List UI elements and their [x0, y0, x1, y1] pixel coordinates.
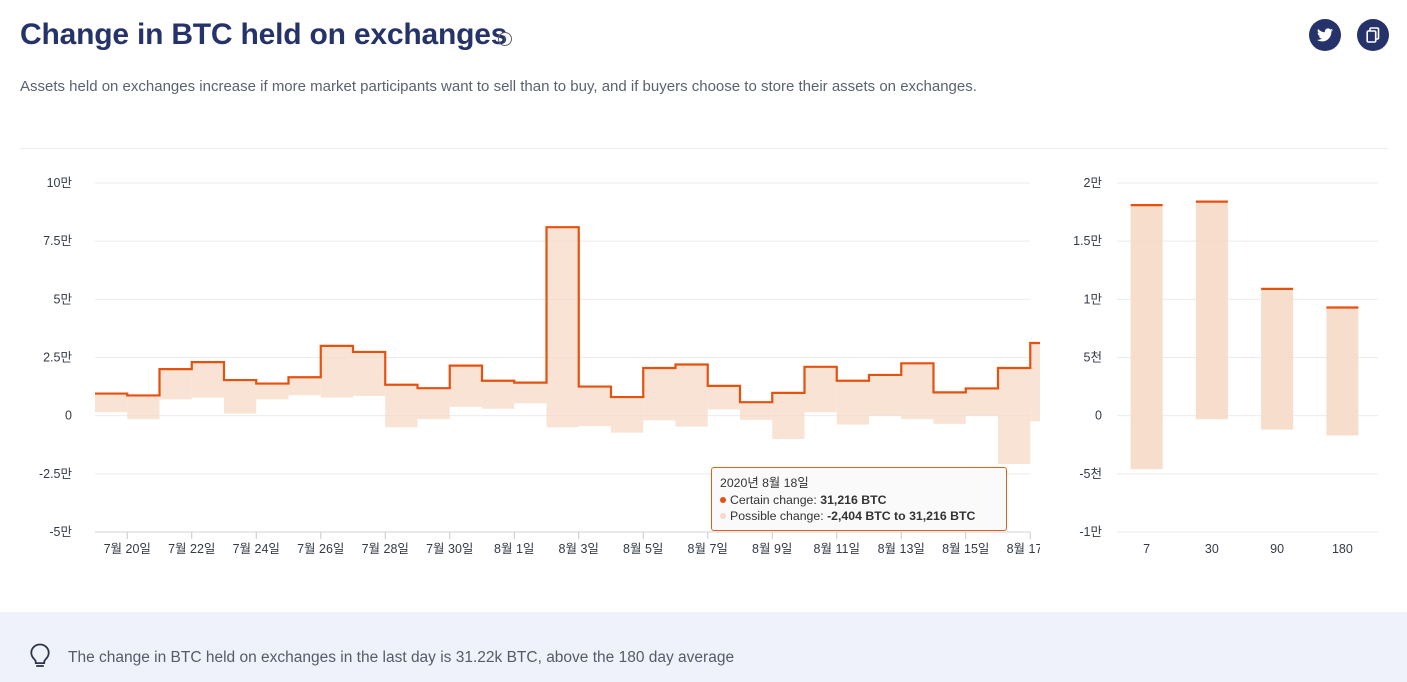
possible-range-band [643, 367, 676, 421]
possible-range-band [159, 369, 192, 400]
possible-range-band [675, 364, 708, 427]
period-average-chart: 2만 1.5만 1만 5천 0 -5천 -1만 7 30 90 180 [1073, 176, 1378, 556]
possible-range-band [901, 363, 934, 420]
x-tick-label: 8월 9일 [752, 542, 792, 556]
possible-range-band [1030, 343, 1040, 422]
x-tick-label: 7월 20일 [104, 542, 151, 556]
x-tick-label: 7 [1143, 542, 1150, 556]
x-tick-label: 8월 13일 [878, 542, 925, 556]
y-tick-label: 2만 [1084, 176, 1103, 190]
possible-range-band [514, 382, 547, 404]
possible-range-band [772, 392, 805, 439]
x-tick-label: 8월 15일 [942, 542, 989, 556]
possible-range-band [965, 388, 998, 416]
y-tick-label: 2.5만 [43, 351, 72, 365]
page-title: Change in BTC held on exchanges [20, 18, 508, 51]
possible-range-band [95, 393, 128, 413]
x-tick-label: 8월 17일 [1007, 542, 1040, 556]
period-range-bar [1195, 201, 1228, 420]
possible-range-band [224, 380, 257, 414]
x-tick-label: 8월 11일 [814, 542, 860, 556]
possible-range-band [320, 345, 353, 398]
y-tick-label: 0 [65, 409, 72, 423]
possible-range-band [127, 395, 160, 420]
info-icon[interactable]: i [498, 32, 512, 46]
y-tick-label: -5만 [49, 525, 72, 539]
possible-range-band [611, 397, 644, 433]
y-tick-label: 10만 [47, 176, 73, 190]
lightbulb-icon [30, 643, 50, 667]
y-tick-label: -5천 [1079, 466, 1102, 481]
possible-range-band [578, 386, 611, 427]
possible-range-band [740, 402, 773, 420]
tooltip-date: 2020년 8월 18일 [720, 476, 809, 490]
tooltip-certain-value: 31,216 BTC [820, 492, 887, 507]
possible-range-band [869, 374, 902, 416]
y-tick-label: 1.5만 [1073, 234, 1102, 248]
x-tick-label: 8월 7일 [688, 542, 728, 556]
header-divider [20, 148, 1388, 149]
insight-bar: The change in BTC held on exchanges in t… [0, 612, 1407, 682]
y-tick-label: 5만 [54, 292, 73, 306]
possible-range-band [385, 384, 418, 428]
tooltip-possible-label: Possible change: [730, 509, 828, 523]
x-tick-label: 30 [1205, 542, 1219, 556]
possible-range-band [191, 362, 224, 398]
possible-range-band [449, 365, 482, 407]
y-tick-label: 7.5만 [43, 234, 72, 248]
x-tick-label: 8월 5일 [623, 542, 663, 556]
tooltip-certain-row: Certain change: 31,216 BTC [720, 492, 998, 509]
tooltip-certain-label: Certain change: [730, 492, 821, 507]
x-tick-label: 7월 24일 [233, 542, 280, 556]
y-tick-label: -2.5만 [39, 467, 73, 481]
x-tick-label: 7월 22일 [168, 542, 215, 556]
copy-icon [1366, 27, 1380, 43]
twitter-icon [1317, 28, 1333, 42]
possible-dot-icon [720, 513, 726, 520]
possible-range-band [933, 392, 966, 424]
y-tick-label: 1만 [1084, 292, 1103, 306]
x-tick-label: 90 [1270, 542, 1284, 556]
possible-range-band [804, 366, 837, 413]
period-range-bar [1261, 288, 1294, 430]
period-range-bar [1326, 307, 1359, 436]
tooltip-possible-value: -2,404 BTC to 31,216 BTC [827, 509, 976, 523]
y-tick-label: 5천 [1084, 350, 1102, 365]
x-tick-label: 8월 3일 [559, 542, 599, 556]
x-tick-label: 7월 26일 [297, 542, 344, 556]
possible-range-band [707, 385, 740, 410]
possible-range-band [836, 380, 869, 425]
possible-range-band [353, 351, 386, 396]
daily-change-chart: 10만 7.5만 5만 2.5만 0 -2.5만 -5만 7월 20일 7월 22일 7월 24일… [39, 176, 1040, 556]
insight-text: The change in BTC held on exchanges in t… [68, 649, 735, 666]
y-tick-label: 0 [1095, 409, 1102, 423]
copy-link-button[interactable] [1357, 19, 1389, 51]
y-tick-label: -1만 [1079, 525, 1102, 539]
page-subtitle: Assets held on exchanges increase if mor… [20, 78, 977, 95]
x-tick-label: 8월 1일 [494, 542, 534, 556]
x-tick-label: 7월 28일 [362, 542, 409, 556]
x-tick-label: 7월 30일 [426, 542, 473, 556]
possible-range-band [288, 377, 321, 396]
certain-change-line [95, 226, 1040, 404]
possible-range-band [546, 227, 579, 428]
possible-range-band [256, 383, 289, 400]
chart-tooltip: 2020년 8월 18일 Certain change: 31,216 BTC … [711, 467, 1007, 531]
certain-dot-icon [720, 496, 726, 503]
possible-range-band [998, 367, 1031, 465]
twitter-share-button[interactable] [1309, 19, 1341, 51]
tooltip-possible-row: Possible change: -2,404 BTC to 31,216 BT… [720, 508, 998, 525]
period-range-bar [1130, 205, 1163, 470]
possible-range-band [417, 388, 450, 420]
x-tick-label: 180 [1332, 542, 1353, 556]
possible-range-band [482, 380, 515, 409]
